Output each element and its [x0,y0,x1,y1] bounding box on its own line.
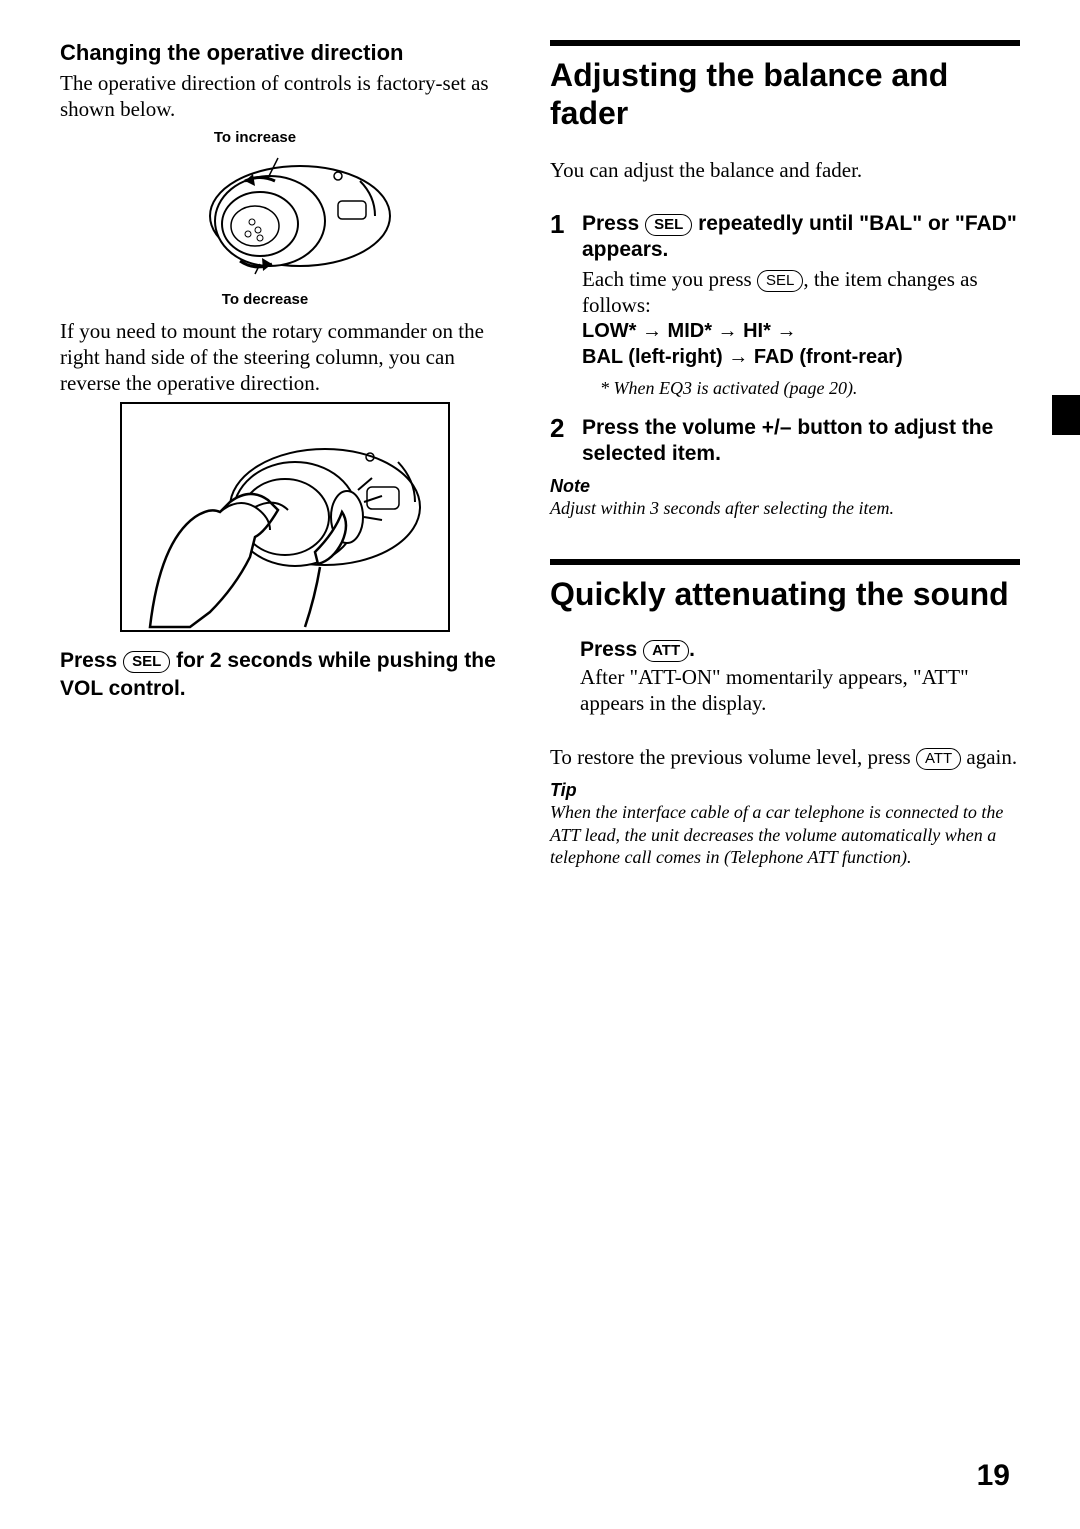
att-button-label: ATT [916,748,961,770]
section-rule-1 [550,40,1020,46]
fig1-label-decrease: To decrease [20,291,510,308]
left-p1: The operative direction of controls is f… [60,70,510,123]
instr-prefix: Press [60,649,123,672]
section-rule-2 [550,559,1020,565]
sec2-title: Quickly attenuating the sound [550,575,1020,613]
note-label: Note [550,476,1020,497]
step1-seq2: BAL (left-right) → FAD (front-rear) [582,344,1020,370]
page-number: 19 [977,1459,1010,1493]
sel-button-label: SEL [123,651,170,673]
sec2-press: Press ATT. [580,637,1020,663]
step-1-title: Press SEL repeatedly until "BAL" or "FAD… [582,211,1020,264]
sec2-press-pre: Press [580,638,643,661]
sec2-body2-pre: To restore the previous volume level, pr… [550,745,916,769]
left-p2: If you need to mount the rotary commande… [60,318,510,397]
tip-text: When the interface cable of a car teleph… [550,801,1020,869]
step1-seq1: LOW* → MID* → HI* → [582,318,1020,344]
left-subheading: Changing the operative direction [60,40,510,66]
step1-body-pre: Each time you press [582,267,757,291]
left-column: Changing the operative direction The ope… [60,40,510,869]
step-2-title: Press the volume +/– button to adjust th… [582,415,1020,468]
step1-footnote: * When EQ3 is activated (page 20). [600,378,1020,399]
left-instruction: Press SEL for 2 seconds while pushing th… [60,647,510,702]
rotary-commander-diagram-2 [120,402,450,632]
page-edge-tab [1052,395,1080,435]
sec2-press-post: . [689,638,695,661]
figure-2 [60,402,510,637]
step-2-num: 2 [550,415,572,468]
step1-title-pre: Press [582,212,645,235]
sec2-body2: To restore the previous volume level, pr… [550,744,1020,770]
step-1-text: Each time you press SEL, the item change… [582,266,1020,319]
rotary-commander-diagram-1 [160,146,410,286]
step-1-num: 1 [550,211,572,407]
tip-label: Tip [550,780,1020,801]
sec2-body1: After "ATT-ON" momentarily appears, "ATT… [580,664,1020,717]
sec1-intro: You can adjust the balance and fader. [550,157,1020,183]
page-columns: Changing the operative direction The ope… [60,40,1020,869]
step-2-body: Press the volume +/– button to adjust th… [582,415,1020,468]
sec1-title: Adjusting the balance and fader [550,56,1020,133]
step-2: 2 Press the volume +/– button to adjust … [550,415,1020,468]
step-1: 1 Press SEL repeatedly until "BAL" or "F… [550,211,1020,407]
right-column: Adjusting the balance and fader You can … [550,40,1020,869]
sel-button-label: SEL [645,214,692,236]
att-button-label: ATT [643,640,689,662]
fig1-label-increase: To increase [0,129,510,146]
step-1-body: Press SEL repeatedly until "BAL" or "FAD… [582,211,1020,407]
sel-button-label: SEL [757,270,803,292]
figure-1: To increase To dec [60,129,510,308]
note-text: Adjust within 3 seconds after selecting … [550,497,1020,520]
sec2-body2-post: again. [961,745,1017,769]
